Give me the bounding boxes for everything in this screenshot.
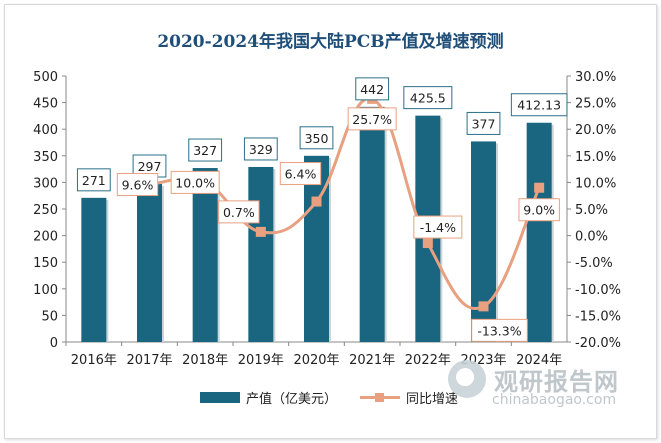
growth-value-label: 9.6%	[122, 178, 154, 193]
y-tick-label-left: 250	[33, 203, 58, 218]
x-tick-label: 2021年	[349, 353, 395, 368]
legend-bar-swatch	[200, 392, 240, 403]
y-tick-label-left: 200	[33, 230, 58, 245]
watermark-cn: 观研报告网	[494, 368, 619, 396]
watermark-url: chinabaogao.com	[492, 392, 617, 408]
legend-line-swatch	[360, 392, 400, 403]
bar-value-label: 329	[249, 142, 273, 157]
bar	[192, 168, 218, 342]
legend-label-output: 产值（亿美元）	[246, 392, 338, 407]
growth-value-label-box	[279, 162, 322, 186]
y-tick-label-right: 5.0%	[575, 203, 608, 218]
legend-item-output: 产值（亿美元）	[200, 388, 337, 407]
y-tick-label-right: 30.0%	[575, 70, 616, 85]
x-tick-label: 2017年	[126, 353, 172, 368]
growth-value-label: -13.3%	[477, 323, 521, 338]
x-tick-label: 2019年	[238, 353, 284, 368]
x-tick-label: 2018年	[182, 353, 228, 368]
growth-value-label-box	[218, 200, 260, 224]
bar-value-label-box	[243, 137, 278, 161]
y-tick-label-left: 0	[50, 336, 58, 351]
y-tick-label-right: -20.0%	[575, 336, 621, 351]
growth-value-label-box	[413, 215, 463, 239]
bar-value-label: 327	[193, 143, 217, 158]
bar	[471, 141, 496, 342]
bar	[359, 106, 385, 342]
growth-marker	[311, 196, 322, 207]
y-tick-label-right: -10.0%	[575, 283, 621, 298]
x-tick-label: 2024年	[516, 353, 562, 368]
y-tick-label-right: 10.0%	[575, 176, 616, 191]
chart-title: 2020-2024年我国大陆PCB产值及增速预测	[157, 32, 504, 52]
growth-value-label-box	[471, 318, 528, 342]
bar-value-label: 350	[305, 131, 329, 146]
growth-value-label: 10.0%	[175, 175, 215, 190]
y-tick-label-left: 300	[33, 176, 58, 191]
legend-item-growth: 同比增速	[360, 388, 458, 407]
y-tick-label-right: 15.0%	[575, 150, 616, 165]
y-tick-label-right: 20.0%	[575, 123, 616, 138]
x-tick-label: 2022年	[405, 353, 451, 368]
growth-marker	[255, 226, 266, 237]
bar	[526, 122, 552, 342]
growth-value-label: 25.7%	[352, 112, 392, 127]
y-tick-label-right: 0.0%	[575, 230, 608, 245]
growth-value-label: -1.4%	[420, 220, 456, 235]
bar-value-label-box	[76, 168, 111, 192]
bar-value-label: 297	[138, 159, 162, 174]
growth-marker	[478, 301, 489, 312]
bar-value-label-box	[355, 77, 390, 101]
y-tick-label-right: -15.0%	[575, 309, 621, 324]
watermark-logo-icon	[448, 360, 486, 398]
bar-value-label: 412.13	[517, 98, 561, 113]
bar-value-label: 377	[472, 116, 496, 131]
y-tick-label-right: -5.0%	[575, 256, 613, 271]
growth-value-label-box	[347, 107, 397, 131]
bar-value-label-box	[403, 86, 453, 110]
y-tick-label-left: 50	[41, 309, 58, 324]
growth-value-label-box	[116, 173, 159, 197]
bar-value-label: 442	[360, 82, 384, 97]
bar-value-label: 425.5	[410, 91, 446, 106]
x-tick-label: 2016年	[71, 353, 117, 368]
bar-value-label-box	[510, 93, 568, 117]
bar	[137, 183, 162, 342]
x-tick-label: 2020年	[293, 353, 339, 368]
legend: 产值（亿美元） 同比增速	[200, 388, 470, 410]
growth-marker	[422, 238, 433, 249]
growth-value-label: 6.4%	[285, 167, 317, 182]
growth-value-label-box	[170, 170, 220, 194]
bar-value-label-box	[188, 138, 223, 162]
growth-value-label: 9.0%	[523, 203, 555, 218]
growth-value-label: 0.7%	[223, 205, 255, 220]
y-tick-label-left: 350	[33, 150, 58, 165]
y-tick-label-left: 400	[33, 123, 58, 138]
bar-value-label-box	[299, 126, 334, 150]
y-tick-label-right: 25.0%	[575, 97, 616, 112]
y-tick-label-left: 150	[33, 256, 58, 271]
y-tick-label-left: 500	[33, 70, 58, 85]
growth-marker	[534, 182, 545, 193]
bar	[248, 166, 274, 342]
y-tick-label-left: 100	[33, 283, 58, 298]
bar	[81, 197, 107, 342]
y-tick-label-left: 450	[33, 97, 58, 112]
legend-label-growth: 同比增速	[406, 392, 459, 407]
bar-value-label-box	[466, 111, 501, 135]
bar-value-label: 271	[82, 173, 106, 188]
watermark: 观研报告网 chinabaogao.com	[440, 360, 650, 410]
growth-value-label-box	[518, 198, 560, 222]
